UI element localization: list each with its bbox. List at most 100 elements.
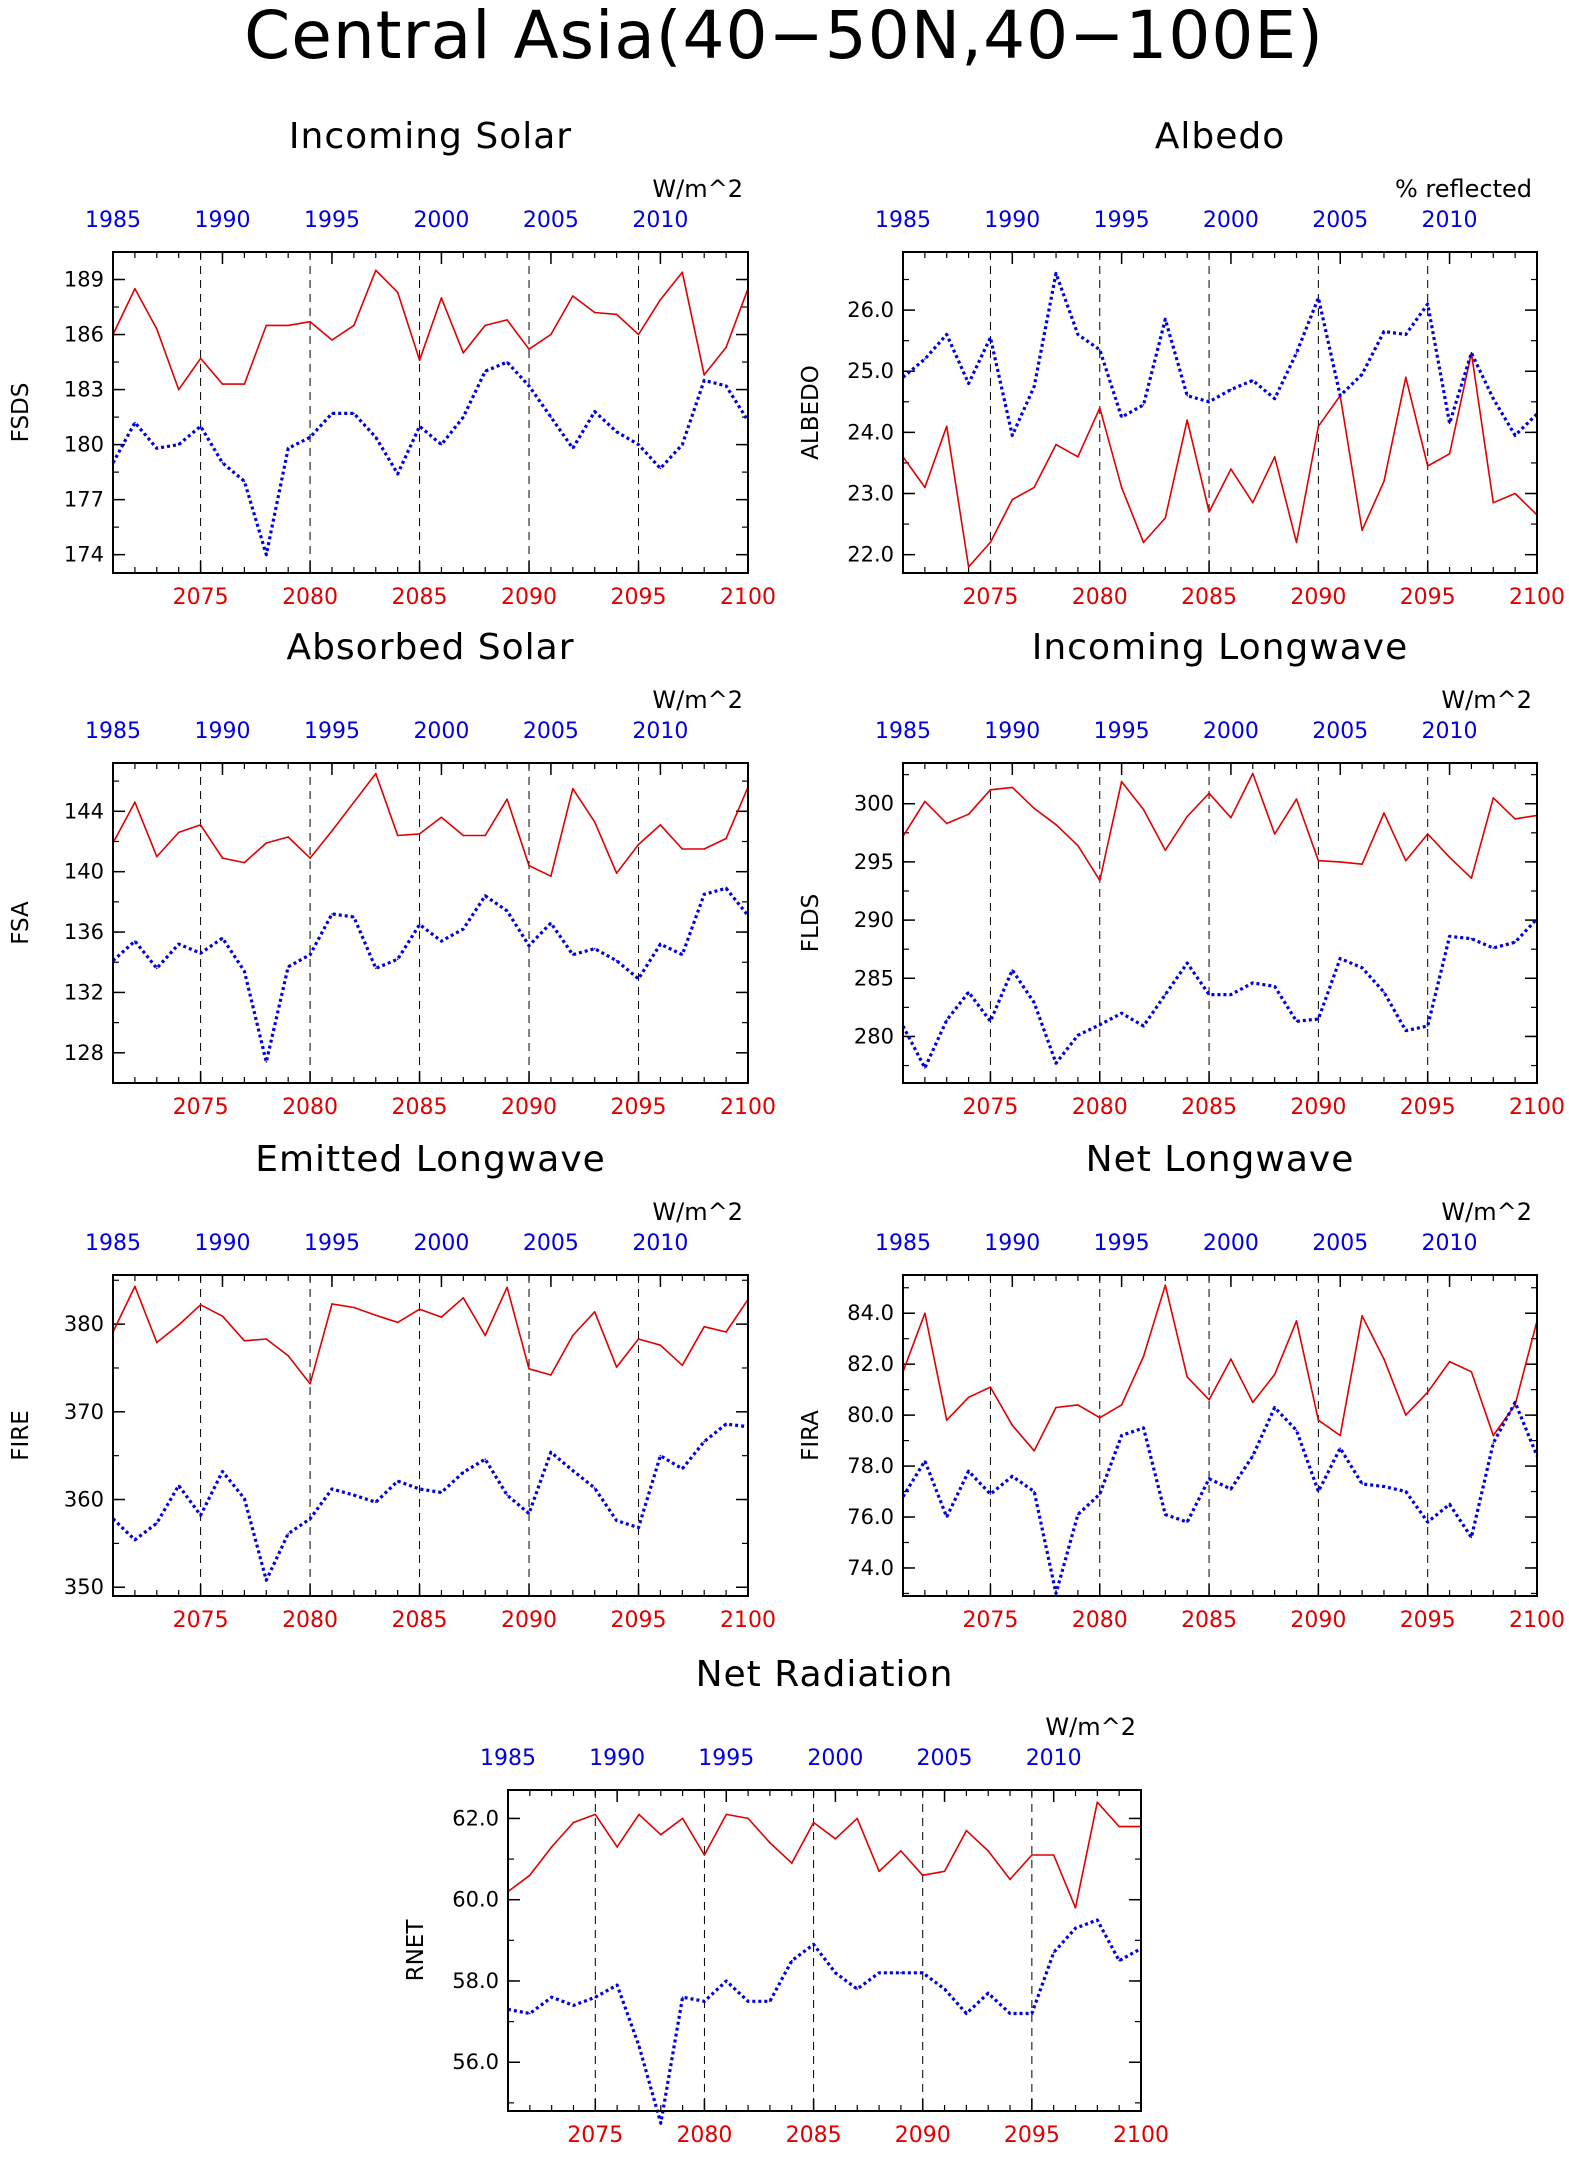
data-point (1077, 1404, 1079, 1406)
data-point (1317, 297, 1320, 299)
x-tick-label: 2090 (1290, 1608, 1346, 1633)
data-point (287, 966, 290, 968)
data-point (1383, 812, 1385, 814)
data-point (1230, 1358, 1232, 1360)
data-point (1230, 388, 1232, 391)
data-point (660, 2122, 662, 2124)
data-point (353, 1494, 355, 1496)
data-point (834, 1838, 837, 1840)
y-tick-label: 300 (854, 792, 894, 816)
scenario-series-line (112, 269, 749, 391)
data-point (1120, 780, 1123, 783)
panel-title: Albedo (1155, 116, 1286, 157)
x-tick-label: 2075 (173, 585, 229, 610)
x-top-tick-label: 2005 (1312, 208, 1368, 233)
y-tick-label: 82.0 (847, 1352, 894, 1376)
x-top-tick-label: 1995 (698, 1746, 754, 1771)
data-point (943, 1988, 946, 1990)
scenario-series-line (507, 1801, 1141, 1909)
data-point (529, 2012, 531, 2015)
data-point (177, 443, 180, 446)
y-tick-label: 62.0 (452, 1806, 499, 1830)
data-point (572, 787, 574, 790)
data-point (703, 893, 705, 896)
y-tick-label: 74.0 (847, 1556, 894, 1580)
data-point (1055, 1062, 1057, 1064)
data-point (703, 1325, 705, 1328)
data-point (659, 467, 662, 470)
y-tick-label: 186 (64, 323, 104, 347)
data-point (265, 553, 268, 556)
data-point (1514, 434, 1516, 437)
data-point (1339, 394, 1341, 397)
y-tick-label: 23.0 (847, 482, 894, 506)
data-point (1492, 501, 1495, 504)
y-tick-label: 140 (64, 860, 104, 884)
data-point (1142, 808, 1145, 811)
data-point (1492, 797, 1495, 799)
data-point (1208, 1399, 1210, 1401)
data-point (1230, 1488, 1232, 1490)
data-point (1448, 1503, 1451, 1506)
x-top-tick-label: 2010 (1026, 1746, 1082, 1771)
data-point (550, 1846, 553, 1848)
data-point (747, 2000, 749, 2003)
data-point (989, 336, 992, 339)
data-point (309, 320, 311, 323)
data-point (834, 1972, 837, 1974)
data-point (1470, 352, 1473, 354)
x-tick-label: 2090 (501, 1608, 557, 1633)
data-point (878, 1870, 880, 1873)
baseline-series-line (111, 1422, 749, 1582)
data-point (1118, 1959, 1120, 1962)
y-tick-label: 22.0 (847, 543, 894, 567)
data-point (396, 1321, 399, 1324)
data-point (440, 1316, 443, 1318)
data-point (484, 1458, 487, 1460)
data-point (1295, 1320, 1298, 1322)
y-tick-label: 280 (854, 1024, 894, 1048)
data-point (1011, 1424, 1014, 1427)
data-point (593, 821, 596, 823)
data-point (1164, 849, 1167, 852)
data-point (1230, 816, 1232, 819)
data-point (637, 978, 640, 980)
y-tick-label: 285 (854, 966, 894, 990)
y-tick-label: 360 (64, 1488, 104, 1512)
data-point (134, 940, 136, 942)
data-point (1426, 1521, 1429, 1523)
x-top-tick-label: 2010 (632, 1231, 688, 1256)
x-tick-label: 2095 (1004, 2123, 1060, 2148)
data-point (1514, 492, 1516, 495)
x-top-tick-label: 1990 (194, 719, 250, 744)
data-point (1077, 1034, 1079, 1037)
data-point (1514, 818, 1516, 820)
data-point (987, 1992, 989, 1994)
data-point (1426, 833, 1429, 835)
x-tick-label: 2090 (895, 2123, 951, 2148)
data-point (572, 1334, 574, 1337)
data-point (353, 801, 355, 803)
data-point (900, 1972, 902, 1974)
data-point (1208, 511, 1210, 513)
data-point (1142, 404, 1145, 406)
y-tick-label: 290 (854, 908, 894, 932)
x-top-tick-label: 1985 (875, 1231, 931, 1256)
x-top-tick-label: 2000 (413, 719, 469, 744)
data-point (967, 1396, 970, 1399)
data-point (418, 1488, 421, 1490)
plot-frame (112, 1274, 749, 1597)
data-point (287, 324, 290, 327)
y-tick-label: 180 (64, 433, 104, 457)
data-point (572, 295, 574, 297)
data-point (1033, 486, 1035, 489)
data-point (221, 1470, 224, 1473)
data-point (265, 842, 268, 844)
data-point (550, 875, 552, 877)
y-axis-label: ALBEDO (798, 365, 824, 460)
data-point (660, 1833, 662, 1836)
data-point (462, 352, 465, 354)
x-tick-label: 2090 (1290, 1095, 1346, 1120)
y-tick-label: 370 (64, 1400, 104, 1424)
data-point (1099, 1024, 1101, 1026)
